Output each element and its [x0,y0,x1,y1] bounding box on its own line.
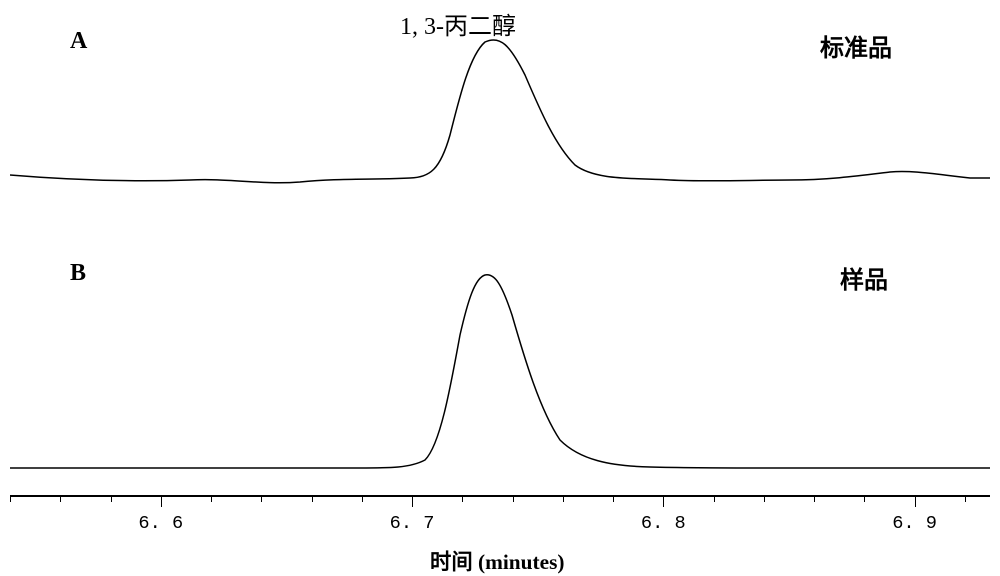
x-tick-minor [362,495,363,502]
x-tick-label: 6. 8 [641,512,686,534]
panel-a-path [10,40,990,183]
x-tick-minor [261,495,262,502]
x-tick-minor [613,495,614,502]
x-tick-minor [312,495,313,502]
x-tick-label: 6. 7 [390,512,435,534]
x-tick-major [915,495,916,507]
x-axis-line [10,495,990,497]
x-tick-major [161,495,162,507]
x-tick-minor [864,495,865,502]
x-tick-major [412,495,413,507]
x-tick-minor [714,495,715,502]
panel-a-curve [10,30,990,210]
x-axis-title: 时间 (minutes) [430,545,564,576]
x-tick-minor [563,495,564,502]
x-tick-minor [10,495,11,502]
panel-b-path [10,275,990,468]
x-tick-minor [965,495,966,502]
x-tick-label: 6. 9 [892,512,937,534]
x-tick-label: 6. 6 [138,512,183,534]
x-tick-minor [764,495,765,502]
x-tick-minor [814,495,815,502]
chromatogram-figure: { "figure": { "width_px": 1000, "height_… [0,0,1000,572]
x-tick-minor [513,495,514,502]
x-tick-major [663,495,664,507]
x-tick-minor [211,495,212,502]
x-tick-minor [60,495,61,502]
panel-b-curve [10,260,990,480]
x-tick-minor [111,495,112,502]
x-tick-minor [462,495,463,502]
